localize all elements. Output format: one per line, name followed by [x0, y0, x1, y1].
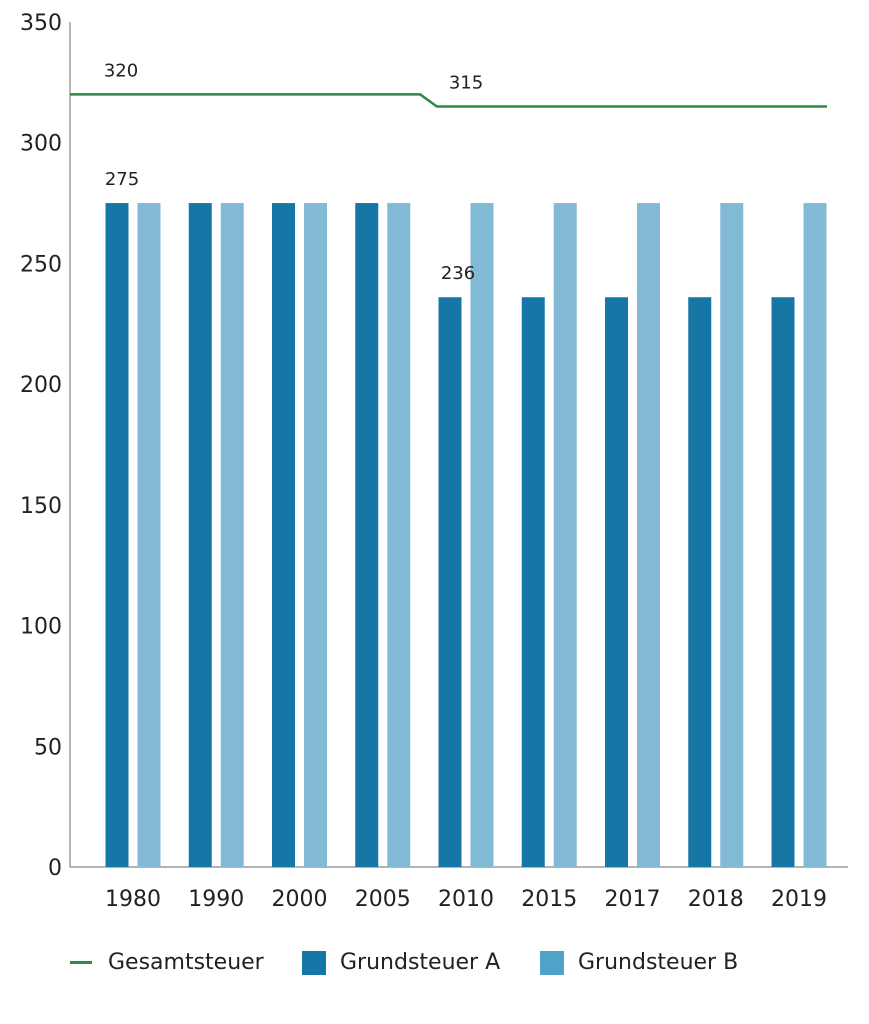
- axes: 0 50 100 150 200 250 300 350 1980 1990 2000 2005 201…: [20, 11, 848, 912]
- x-tick-label: 2005: [355, 887, 411, 912]
- y-tick-label: 300: [20, 132, 62, 157]
- bar-grundsteuer-a: [688, 297, 712, 867]
- legend-label-grundsteuer-a: Grundsteuer A: [340, 950, 501, 975]
- data-label: 315: [449, 73, 483, 94]
- x-tick-label: 2000: [272, 887, 328, 912]
- bar-grundsteuer-b: [803, 203, 827, 868]
- data-label: 236: [441, 263, 475, 284]
- legend-item-gesamtsteuer: Gesamtsteuer: [70, 950, 264, 975]
- legend-item-grundsteuer-b: Grundsteuer B: [540, 950, 738, 975]
- y-tick-label: 350: [20, 11, 62, 36]
- x-tick-label: 2018: [688, 887, 744, 912]
- bar-grundsteuer-b: [137, 203, 161, 868]
- line-series: [70, 93, 827, 108]
- legend-line-swatch: [70, 961, 92, 964]
- data-label: 320: [104, 60, 138, 81]
- y-tick-label: 100: [20, 615, 62, 640]
- chart: 0 50 100 150 200 250 300 350 1980 1990 2000 2005 201…: [20, 11, 848, 912]
- bar-grundsteuer-b: [220, 203, 244, 868]
- y-tick-label: 250: [20, 252, 62, 277]
- legend-swatch-a: [302, 950, 326, 975]
- legend: Gesamtsteuer Grundsteuer A Grundsteuer B: [0, 950, 869, 1000]
- data-label: 275: [105, 169, 139, 190]
- bar-grundsteuer-a: [605, 297, 628, 867]
- x-tick-label: 2019: [771, 887, 827, 912]
- bar-grundsteuer-a: [188, 203, 212, 868]
- bar-grundsteuer-a: [105, 203, 129, 868]
- x-tick-label: 2010: [438, 887, 494, 912]
- bar-grundsteuer-a: [355, 203, 379, 868]
- y-tick-label: 200: [20, 373, 62, 398]
- bar-grundsteuer-a: [771, 297, 795, 867]
- x-tick-label: 1980: [105, 887, 161, 912]
- line-gesamtsteuer: [70, 93, 827, 108]
- bar-grundsteuer-b: [720, 203, 744, 868]
- bar-grundsteuer-b: [304, 203, 327, 868]
- bar-grundsteuer-a: [272, 203, 295, 868]
- bar-grundsteuer-b: [637, 203, 660, 868]
- y-tick-label: 150: [20, 494, 62, 519]
- x-tick-label: 2015: [521, 887, 577, 912]
- x-tick-label: 1990: [188, 887, 244, 912]
- bars: [105, 203, 827, 868]
- labels: 320 315 275 236: [104, 60, 483, 284]
- x-tick-label: 2017: [605, 887, 661, 912]
- y-tick-label: 0: [48, 856, 62, 881]
- legend-label-gesamtsteuer: Gesamtsteuer: [108, 950, 264, 975]
- legend-item-grundsteuer-a: Grundsteuer A: [302, 950, 500, 975]
- bar-grundsteuer-a: [438, 297, 462, 867]
- y-tick-label: 50: [34, 735, 62, 760]
- bar-grundsteuer-a: [521, 297, 545, 867]
- bar-grundsteuer-b: [553, 203, 577, 868]
- legend-swatch-b: [540, 950, 564, 975]
- legend-label-grundsteuer-b: Grundsteuer B: [578, 950, 739, 975]
- bar-grundsteuer-b: [470, 203, 494, 868]
- bar-grundsteuer-b: [387, 203, 411, 868]
